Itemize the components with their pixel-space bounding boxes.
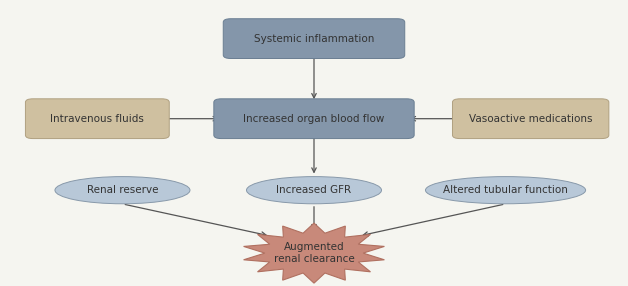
Ellipse shape: [246, 176, 382, 204]
Text: Vasoactive medications: Vasoactive medications: [469, 114, 592, 124]
Text: Increased organ blood flow: Increased organ blood flow: [243, 114, 385, 124]
Text: Renal reserve: Renal reserve: [87, 185, 158, 195]
FancyBboxPatch shape: [224, 19, 405, 59]
FancyBboxPatch shape: [452, 99, 609, 139]
Text: Intravenous fluids: Intravenous fluids: [50, 114, 144, 124]
FancyBboxPatch shape: [214, 99, 414, 139]
Text: Systemic inflammation: Systemic inflammation: [254, 34, 374, 43]
Text: Increased GFR: Increased GFR: [276, 185, 352, 195]
Text: Altered tubular function: Altered tubular function: [443, 185, 568, 195]
Polygon shape: [244, 223, 384, 283]
Ellipse shape: [55, 176, 190, 204]
FancyBboxPatch shape: [26, 99, 169, 139]
Text: Augmented
renal clearance: Augmented renal clearance: [274, 242, 354, 264]
Ellipse shape: [426, 176, 586, 204]
